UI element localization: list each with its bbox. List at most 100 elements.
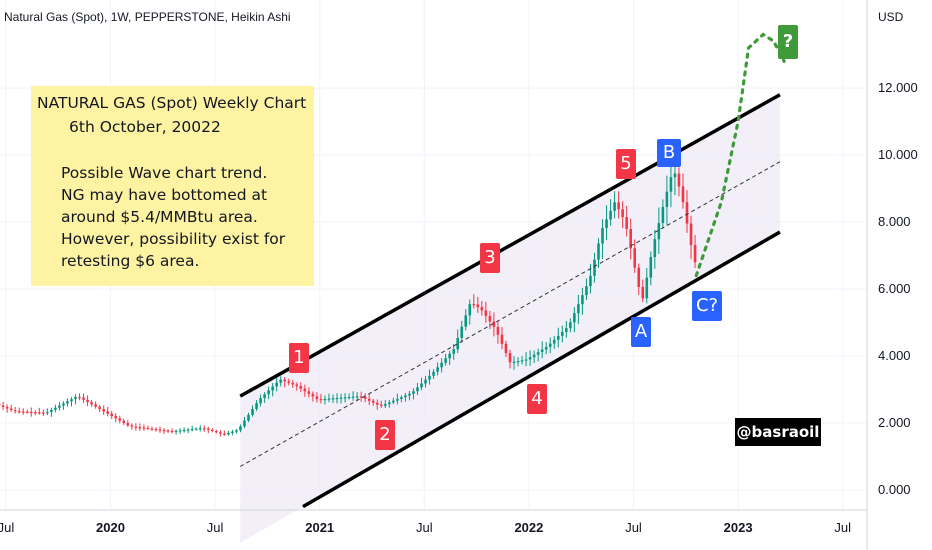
time-tick-label: 2023 bbox=[723, 520, 753, 535]
candle-body bbox=[484, 310, 488, 316]
candle-body bbox=[412, 391, 415, 394]
candle-body bbox=[577, 304, 580, 314]
candle-body bbox=[581, 295, 584, 305]
note-line: However, possibility exist for bbox=[61, 230, 286, 248]
candle-body bbox=[327, 398, 331, 400]
candle-body bbox=[460, 326, 464, 338]
candle-body bbox=[66, 401, 69, 404]
candle-body bbox=[190, 429, 194, 431]
candle-body bbox=[186, 429, 190, 431]
candle-body bbox=[359, 396, 363, 398]
candle-body bbox=[524, 359, 528, 361]
channel-middle-line bbox=[239, 161, 781, 467]
candle-body bbox=[259, 398, 262, 404]
candle-body bbox=[134, 426, 138, 428]
candle-body bbox=[267, 390, 270, 395]
candle-body bbox=[629, 228, 632, 249]
note-line: retesting $6 area. bbox=[61, 252, 200, 270]
candle-body bbox=[496, 326, 500, 335]
candle-body bbox=[170, 430, 174, 433]
candle-body bbox=[243, 420, 246, 427]
candle-body bbox=[210, 429, 214, 432]
candle-body bbox=[605, 219, 608, 229]
candle-body bbox=[532, 354, 536, 358]
candle-body bbox=[339, 397, 343, 399]
candle-body bbox=[400, 397, 403, 399]
candles bbox=[0, 160, 697, 437]
candle-body bbox=[202, 428, 206, 430]
candle-body bbox=[464, 315, 468, 327]
wave-label-1: 1 bbox=[289, 343, 309, 373]
candle-body bbox=[408, 393, 411, 396]
candle-body bbox=[560, 332, 564, 336]
candle-body bbox=[420, 383, 423, 388]
candle-body bbox=[142, 427, 146, 429]
time-tick-label: 2021 bbox=[305, 520, 335, 535]
candle-body bbox=[62, 403, 65, 406]
candle-body bbox=[593, 259, 596, 276]
candle-body bbox=[331, 398, 335, 400]
candle-body bbox=[303, 388, 307, 392]
candle-body bbox=[50, 409, 53, 413]
candle-body bbox=[46, 412, 49, 414]
time-tick-label: Jul bbox=[625, 520, 642, 535]
candle-body bbox=[669, 177, 673, 192]
candle-body bbox=[255, 403, 258, 409]
candle-body bbox=[9, 408, 13, 411]
candle-body bbox=[98, 406, 101, 410]
price-tick-label: 0.000 bbox=[878, 481, 911, 497]
candle-body bbox=[569, 322, 572, 329]
candle-body bbox=[122, 420, 126, 424]
wave-label-5: 5 bbox=[616, 149, 636, 179]
candle-body bbox=[428, 375, 431, 380]
candle-body bbox=[693, 245, 697, 263]
candle-body bbox=[653, 239, 657, 258]
candle-body bbox=[452, 349, 455, 354]
candle-body bbox=[279, 379, 282, 383]
candle-body bbox=[371, 400, 375, 403]
price-tick-label: 8.000 bbox=[878, 214, 911, 229]
projection-path bbox=[694, 32, 786, 278]
candle-body bbox=[150, 428, 154, 430]
candle-body bbox=[573, 313, 576, 323]
time-tick-label: 2022 bbox=[514, 520, 544, 535]
candle-body bbox=[597, 243, 600, 260]
candle-body bbox=[613, 202, 616, 211]
candle-body bbox=[54, 407, 57, 410]
candle-body bbox=[677, 173, 681, 187]
price-tick-label: 12.000 bbox=[878, 80, 918, 96]
candle-body bbox=[673, 173, 677, 178]
candle-body bbox=[106, 411, 110, 414]
candle-body bbox=[480, 307, 484, 311]
candle-body bbox=[556, 335, 560, 340]
candle-body bbox=[206, 428, 210, 430]
candle-body bbox=[74, 397, 77, 400]
note-line: NG may have bottomed at bbox=[61, 186, 268, 204]
channel-lower-line bbox=[302, 230, 781, 509]
note-date: 6th October, 20022 bbox=[69, 118, 221, 136]
channel-upper-line bbox=[239, 93, 781, 398]
candle-body bbox=[347, 396, 351, 399]
candle-body bbox=[404, 395, 407, 398]
candle-body bbox=[649, 257, 653, 278]
candle-body bbox=[227, 432, 230, 435]
candle-body bbox=[295, 384, 299, 387]
candle-body bbox=[287, 381, 291, 383]
candle-body bbox=[645, 277, 649, 299]
candle-body bbox=[102, 409, 105, 412]
candle-body bbox=[271, 386, 274, 391]
candle-body bbox=[239, 426, 242, 431]
candle-body bbox=[432, 371, 435, 376]
candle-body bbox=[424, 379, 427, 384]
candle-body bbox=[215, 431, 218, 433]
candle-body bbox=[512, 361, 516, 364]
candle-body bbox=[589, 275, 592, 287]
candle-body bbox=[355, 396, 359, 398]
analysis-note: NATURAL GAS (Spot) Weekly Chart 6th Octo… bbox=[31, 86, 314, 286]
wave-label-a: A bbox=[631, 317, 651, 347]
candle-body bbox=[448, 353, 451, 359]
time-tick-label: Jul bbox=[206, 520, 224, 535]
candle-body bbox=[291, 382, 295, 385]
candle-body bbox=[552, 339, 556, 344]
candle-body bbox=[21, 411, 25, 413]
